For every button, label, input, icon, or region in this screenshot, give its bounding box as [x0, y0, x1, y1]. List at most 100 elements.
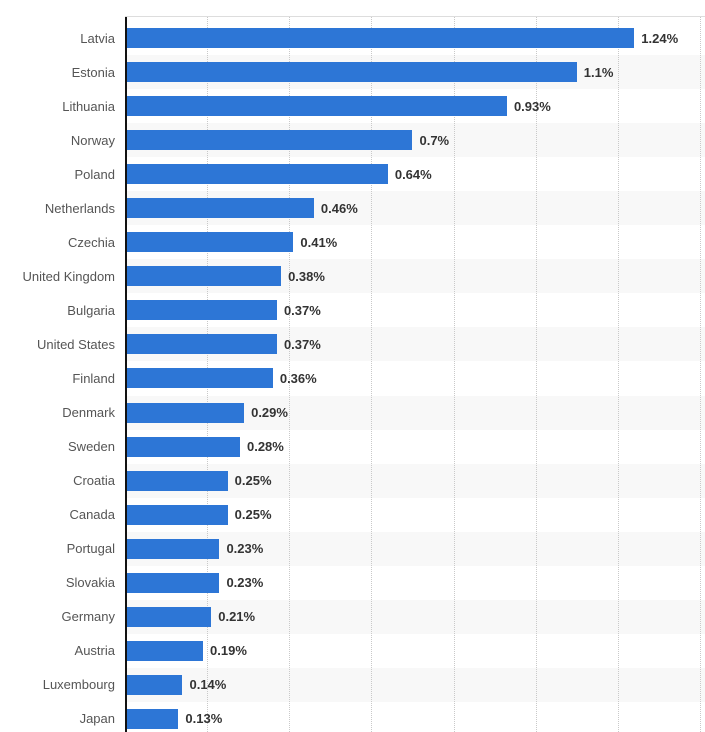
value-label: 0.14% [189, 677, 227, 693]
row-plot-area: 0.13% [125, 702, 705, 732]
chart-row: Finland 0.36% [0, 361, 705, 395]
row-plot-area: 0.28% [125, 430, 705, 464]
category-label: Denmark [62, 405, 115, 421]
chart-row: Luxembourg 0.14% [0, 668, 705, 702]
category-label: Austria [74, 643, 115, 659]
chart-row: Canada 0.25% [0, 498, 705, 532]
row-stripe [127, 531, 705, 566]
bar[interactable] [127, 334, 277, 355]
bar[interactable] [127, 130, 413, 151]
category-label: United States [36, 336, 115, 352]
chart-row: Czechia 0.41% [0, 225, 705, 259]
value-label: 0.23% [226, 575, 264, 591]
value-label: 0.13% [185, 711, 223, 727]
bar[interactable] [127, 606, 212, 627]
row-plot-area: 0.46% [125, 191, 705, 225]
value-label: 0.23% [226, 541, 264, 557]
category-label: Sweden [68, 439, 115, 455]
bar[interactable] [127, 96, 507, 117]
row-plot-area: 0.7% [125, 123, 705, 157]
row-plot-area: 0.64% [125, 157, 705, 191]
category-label: Japan [79, 711, 115, 727]
value-label: 1.24% [641, 30, 679, 46]
y-axis-line [125, 17, 127, 732]
value-label: 0.7% [419, 132, 450, 148]
bar[interactable] [127, 402, 245, 423]
row-plot-area: 1.24% [125, 21, 705, 55]
value-label: 0.37% [283, 336, 321, 352]
value-label: 0.29% [251, 405, 288, 421]
bar[interactable] [127, 368, 273, 389]
chart-row: Denmark 0.29% [0, 396, 705, 430]
value-label: 0.36% [279, 370, 317, 386]
bar[interactable] [127, 470, 228, 491]
chart-row: Latvia 1.24% [0, 21, 705, 55]
bar[interactable] [127, 266, 282, 287]
category-label: United Kingdom [22, 268, 116, 284]
category-label: Estonia [71, 64, 115, 80]
category-label: Lithuania [62, 98, 115, 114]
chart-row: Germany 0.21% [0, 600, 705, 634]
row-plot-area: 0.37% [125, 293, 705, 327]
category-label: Netherlands [44, 200, 115, 216]
row-plot-area: 0.36% [125, 361, 705, 395]
row-plot-area: 0.37% [125, 327, 705, 361]
row-plot-area: 0.93% [125, 89, 705, 123]
plot-top-border [125, 16, 705, 17]
bar[interactable] [127, 640, 204, 661]
chart-row: Poland 0.64% [0, 157, 705, 191]
category-label: Czechia [68, 234, 115, 250]
row-stripe [127, 599, 705, 634]
chart-row: Japan 0.13% [0, 702, 705, 732]
category-label: Germany [61, 609, 115, 625]
row-plot-area: 0.41% [125, 225, 705, 259]
category-label: Slovakia [65, 575, 115, 591]
row-plot-area: 1.1% [125, 55, 705, 89]
bar[interactable] [127, 164, 388, 185]
bar[interactable] [127, 538, 220, 559]
bar[interactable] [127, 674, 183, 695]
row-plot-area: 0.21% [125, 600, 705, 634]
chart-row: Slovakia 0.23% [0, 566, 705, 600]
category-label: Portugal [66, 541, 115, 557]
row-plot-area: 0.29% [125, 396, 705, 430]
row-plot-area: 0.25% [125, 498, 705, 532]
category-label: Finland [72, 370, 115, 386]
bar[interactable] [127, 28, 635, 49]
value-label: 0.21% [218, 609, 256, 625]
chart-row: Austria 0.19% [0, 634, 705, 668]
row-plot-area: 0.23% [125, 532, 705, 566]
bar[interactable] [127, 232, 294, 253]
row-plot-area: 0.25% [125, 464, 705, 498]
category-label: Norway [70, 132, 115, 148]
value-label: 0.37% [283, 302, 321, 318]
bar[interactable] [127, 504, 228, 525]
row-plot-area: 0.14% [125, 668, 705, 702]
value-label: 0.41% [300, 234, 338, 250]
bar[interactable] [127, 572, 220, 593]
chart-row: Netherlands 0.46% [0, 191, 705, 225]
bar[interactable] [127, 436, 240, 457]
bar[interactable] [127, 198, 314, 219]
value-label: 0.28% [246, 439, 284, 455]
value-label: 0.93% [513, 98, 551, 114]
value-label: 1.1% [583, 64, 614, 80]
row-plot-area: 0.23% [125, 566, 705, 600]
value-label: 0.25% [234, 507, 272, 523]
category-label: Latvia [80, 30, 115, 46]
row-stripe [127, 667, 705, 702]
chart-row: Portugal 0.23% [0, 532, 705, 566]
value-label: 0.25% [234, 473, 272, 489]
chart-row: Norway 0.7% [0, 123, 705, 157]
category-label: Canada [69, 507, 115, 523]
value-label: 0.38% [288, 268, 325, 284]
chart-row: Sweden 0.28% [0, 430, 705, 464]
chart-row: Lithuania 0.93% [0, 89, 705, 123]
bar[interactable] [127, 62, 577, 83]
value-label: 0.19% [210, 643, 247, 659]
bar[interactable] [127, 300, 277, 321]
chart-row: Bulgaria 0.37% [0, 293, 705, 327]
chart-row: United Kingdom 0.38% [0, 259, 705, 293]
bar[interactable] [127, 708, 179, 729]
